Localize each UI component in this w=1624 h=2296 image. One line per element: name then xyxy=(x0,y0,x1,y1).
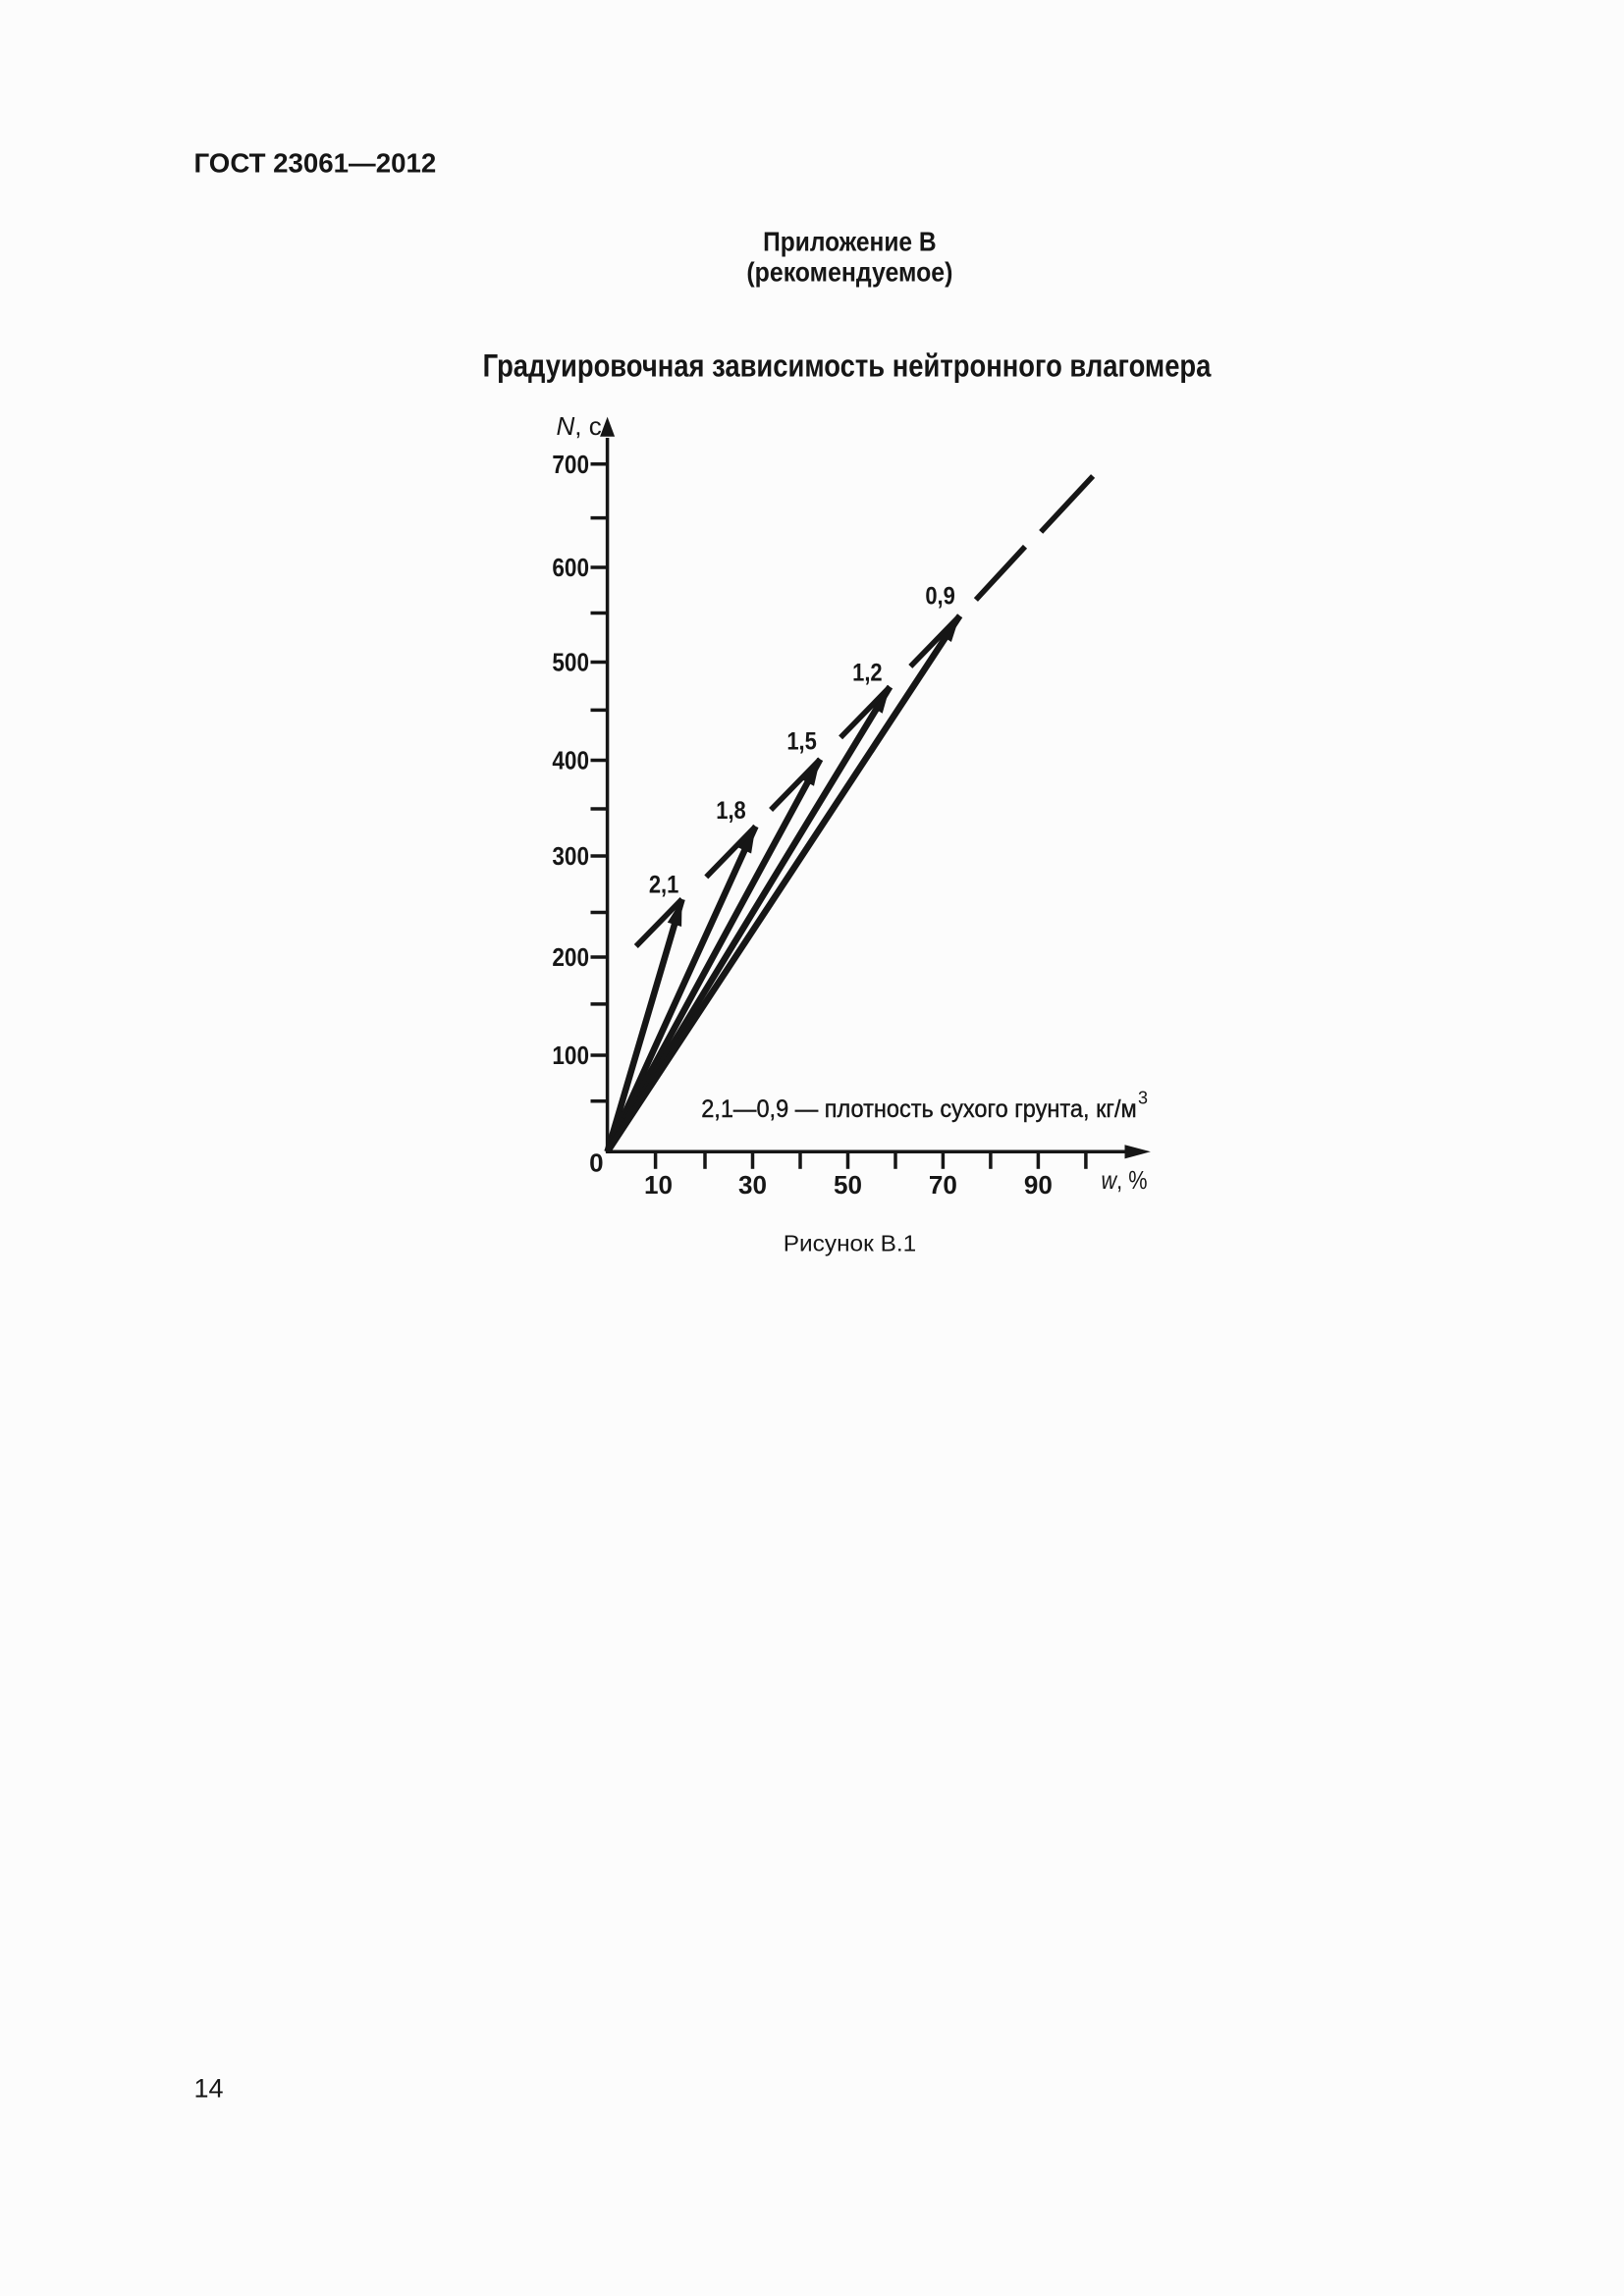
svg-text:w, %: w, % xyxy=(1102,1165,1148,1195)
svg-text:1,5: 1,5 xyxy=(786,728,817,756)
svg-text:0: 0 xyxy=(589,1148,603,1178)
svg-text:ГОСТ 23061—2012: ГОСТ 23061—2012 xyxy=(194,147,437,178)
svg-text:10: 10 xyxy=(644,1170,673,1200)
svg-text:(рекомендуемое): (рекомендуемое) xyxy=(746,257,952,288)
svg-text:2,1—0,9 — плотность сухого гру: 2,1—0,9 — плотность сухого грунта, кг/м xyxy=(701,1095,1136,1123)
svg-text:1,8: 1,8 xyxy=(716,797,746,825)
svg-text:70: 70 xyxy=(929,1170,957,1200)
svg-text:400: 400 xyxy=(552,746,589,775)
svg-text:30: 30 xyxy=(738,1170,767,1200)
svg-text:Градуировочная зависимость ней: Градуировочная зависимость нейтронного в… xyxy=(483,348,1212,384)
svg-text:700: 700 xyxy=(552,450,589,479)
svg-text:N, с: N, с xyxy=(557,411,602,441)
svg-text:Рисунок В.1: Рисунок В.1 xyxy=(784,1231,917,1256)
svg-text:2,1: 2,1 xyxy=(649,872,679,899)
svg-text:0,9: 0,9 xyxy=(925,583,955,611)
svg-text:1,2: 1,2 xyxy=(852,660,883,687)
svg-text:50: 50 xyxy=(834,1170,862,1200)
svg-text:500: 500 xyxy=(552,648,589,677)
svg-text:300: 300 xyxy=(552,841,589,871)
svg-text:Приложение В: Приложение В xyxy=(763,227,937,257)
svg-text:14: 14 xyxy=(194,2073,224,2103)
svg-text:3: 3 xyxy=(1138,1089,1148,1108)
svg-text:600: 600 xyxy=(552,553,589,582)
svg-text:90: 90 xyxy=(1024,1170,1053,1200)
svg-text:200: 200 xyxy=(552,942,589,972)
svg-text:100: 100 xyxy=(552,1041,589,1070)
